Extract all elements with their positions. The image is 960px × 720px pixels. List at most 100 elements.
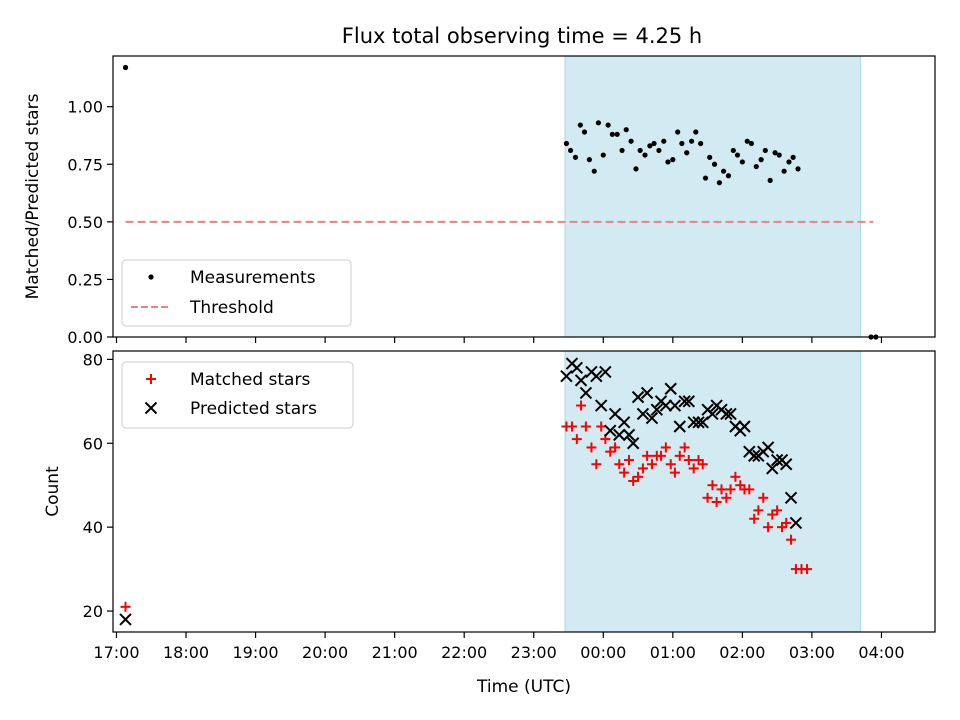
measurement-point (651, 140, 657, 147)
predicted-stars-point (779, 458, 793, 471)
predicted-stars-point (599, 365, 612, 379)
predicted-stars-point (720, 407, 733, 421)
matched-stars-point (772, 505, 783, 516)
measurement-point (670, 157, 676, 163)
measurement-point (790, 154, 796, 160)
predicted-stars-point (617, 416, 631, 429)
count-marks (119, 357, 813, 626)
matched-stars-point (642, 450, 653, 461)
measurement-point (656, 147, 662, 154)
measurement-point (711, 161, 718, 167)
predicted-stars-point (687, 416, 700, 429)
predicted-stars-point (574, 374, 588, 387)
predicted-stars-point (650, 403, 664, 416)
y-tick-label: 0.25 (67, 270, 103, 289)
measurement-point (786, 159, 792, 165)
measurement-point (581, 129, 588, 135)
measurement-point (595, 120, 602, 126)
x-tick-label: 04:00 (858, 643, 904, 662)
matched-stars-point (576, 400, 587, 411)
predicted-stars-point (664, 382, 677, 395)
measurement-point (122, 64, 129, 71)
matched-stars-point (656, 450, 666, 461)
matched-stars-legend-marker (146, 374, 156, 384)
count-panel: 17:00 18:00 19:00 20:00 21:00 22:00 23:00 00:00… (43, 350, 936, 697)
matched-stars-point (596, 421, 607, 432)
matched-stars-point (702, 492, 713, 503)
measurement-point (600, 152, 606, 158)
measurement-point (758, 157, 764, 163)
count-legend-box (121, 361, 354, 429)
x-tick-label: 20:00 (302, 643, 348, 662)
matched-stars-legend-label: Matched stars (190, 370, 310, 390)
predicted-stars-point (678, 395, 691, 408)
x-tick-label: 19:00 (233, 643, 279, 662)
matched-stars-point (614, 459, 625, 470)
predicted-stars-point (613, 428, 626, 442)
x-axis-label: Time (UTC) (476, 677, 571, 697)
ratio-axes-frame (112, 55, 936, 338)
measurements-legend-marker (148, 274, 154, 280)
predicted-stars-point (659, 399, 673, 412)
matched-stars-point (716, 484, 727, 495)
measurement-point (720, 168, 727, 174)
matched-stars-point (758, 492, 769, 503)
predicted-stars-point (706, 407, 719, 421)
predicted-stars-point (761, 441, 775, 454)
count-legend: Matched stars Predicted stars (121, 361, 354, 429)
matched-stars-point (674, 450, 685, 461)
measurements-legend-label: Measurements (190, 268, 316, 288)
measurement-point (628, 138, 634, 144)
measurement-point (665, 159, 671, 165)
matched-stars-point (591, 459, 602, 470)
count-axes-frame (112, 350, 936, 633)
x-tick-label: 03:00 (789, 643, 835, 662)
measurement-point (725, 173, 732, 179)
predicted-stars-point (570, 361, 584, 374)
matched-stars-point (781, 517, 792, 528)
measurement-point (772, 150, 778, 156)
y-tick-label: 0.50 (67, 213, 103, 232)
predicted-stars-point (724, 407, 737, 421)
predicted-stars-point (636, 407, 650, 421)
measurement-point (776, 152, 782, 158)
y-tick-label: 20 (83, 602, 103, 621)
predicted-stars-point (692, 416, 705, 429)
predicted-stars-legend-label: Predicted stars (190, 399, 317, 419)
matched-stars-point (753, 505, 764, 516)
ratio-legend-box (121, 259, 352, 327)
observing-window-shade-top (564, 55, 862, 338)
predicted-stars-point (682, 395, 696, 408)
ratio-axis-ticks: 0.00 0.25 0.50 0.75 1.00 (67, 98, 883, 347)
matched-stars-point (120, 601, 131, 612)
predicted-stars-point (784, 491, 798, 504)
matched-stars-point (646, 459, 657, 470)
measurement-point (795, 166, 801, 172)
predicted-stars-point (645, 411, 659, 425)
measurement-point (675, 129, 681, 135)
measurement-point (572, 154, 579, 160)
predicted-stars-point (668, 399, 682, 412)
matched-stars-point (688, 463, 699, 474)
measurement-point (609, 131, 615, 137)
matched-stars-point (763, 522, 774, 533)
matched-stars-point (721, 492, 732, 503)
predicted-stars-legend-marker (144, 401, 158, 415)
x-tick-label: 22:00 (441, 643, 487, 662)
predicted-stars-point (770, 453, 784, 467)
measurement-point (619, 147, 625, 154)
matched-stars-point (711, 496, 722, 507)
predicted-stars-point (631, 390, 645, 404)
measurement-point (734, 152, 741, 158)
matched-stars-point (660, 442, 671, 453)
x-tick-label: 02:00 (719, 643, 765, 662)
ratio-marks (122, 64, 879, 340)
y-tick-label: 60 (83, 434, 103, 453)
count-axis-ticks: 17:00 18:00 19:00 20:00 21:00 22:00 23:00 00:00… (83, 350, 905, 662)
ratio-panel: 0.00 0.25 0.50 0.75 1.00 Matched/Predicted s… (23, 55, 936, 347)
matched-stars-point (566, 421, 577, 432)
predicted-stars-point (590, 369, 603, 383)
matched-stars-point (802, 564, 813, 575)
x-tick-label: 23:00 (511, 643, 557, 662)
